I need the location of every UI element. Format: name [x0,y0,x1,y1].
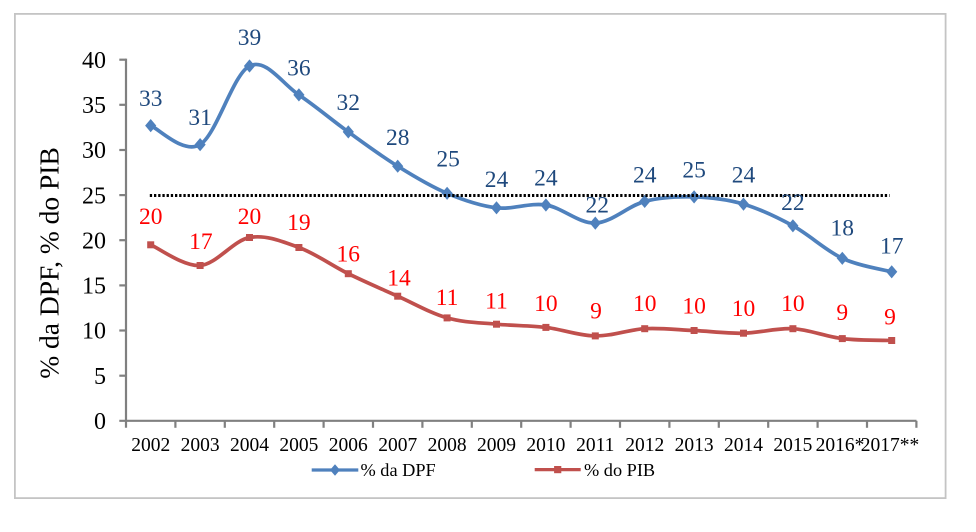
svg-text:19: 19 [287,210,311,236]
svg-text:2017**: 2017** [861,435,920,456]
svg-text:32: 32 [337,90,361,116]
svg-text:18: 18 [831,216,855,242]
svg-text:% da DPF: % da DPF [361,460,436,480]
svg-text:17: 17 [189,229,213,255]
svg-text:36: 36 [287,56,311,82]
svg-text:22: 22 [781,190,805,216]
svg-text:16: 16 [337,242,361,268]
svg-text:2007: 2007 [378,435,417,456]
svg-text:25: 25 [682,158,706,184]
svg-text:2006: 2006 [329,435,368,456]
svg-text:40: 40 [82,48,106,74]
svg-text:24: 24 [732,163,756,189]
svg-text:11: 11 [485,289,508,315]
svg-text:33: 33 [139,86,163,112]
svg-text:24: 24 [534,166,558,192]
svg-text:10: 10 [781,291,805,317]
svg-text:2005: 2005 [279,435,318,456]
svg-text:10: 10 [633,291,657,317]
svg-text:22: 22 [586,193,610,219]
svg-text:10: 10 [732,296,756,322]
svg-text:20: 20 [238,204,262,230]
svg-text:24: 24 [485,167,509,193]
svg-text:15: 15 [82,274,106,300]
svg-text:9: 9 [590,299,602,325]
svg-text:2012: 2012 [625,435,664,456]
svg-text:30: 30 [82,138,106,164]
svg-text:2011: 2011 [576,435,614,456]
svg-text:28: 28 [386,125,410,151]
svg-text:9: 9 [836,300,848,326]
svg-text:20: 20 [139,204,163,230]
svg-text:% da DPF, % do PIB: % da DPF, % do PIB [33,147,64,379]
svg-text:9: 9 [884,305,896,331]
svg-text:10: 10 [682,294,706,320]
svg-text:31: 31 [188,105,212,131]
svg-text:2002: 2002 [131,435,170,456]
svg-text:2013: 2013 [675,435,714,456]
svg-text:11: 11 [436,285,459,311]
svg-text:35: 35 [82,93,106,119]
svg-text:24: 24 [633,163,657,189]
svg-text:2003: 2003 [181,435,220,456]
svg-text:% do PIB: % do PIB [584,460,655,480]
svg-text:10: 10 [82,319,106,345]
svg-text:0: 0 [94,409,106,435]
svg-text:5: 5 [94,364,106,390]
svg-text:25: 25 [436,147,460,173]
svg-text:25: 25 [82,183,106,209]
svg-text:2015: 2015 [773,435,812,456]
svg-text:2010: 2010 [526,435,565,456]
svg-text:20: 20 [82,228,106,254]
svg-text:39: 39 [238,25,262,51]
svg-text:10: 10 [534,291,558,317]
svg-text:2004: 2004 [230,435,269,456]
svg-text:2014: 2014 [724,435,763,456]
svg-text:17: 17 [880,234,904,260]
svg-text:2016*: 2016* [816,435,865,456]
svg-text:2008: 2008 [428,435,467,456]
svg-text:14: 14 [387,266,411,292]
svg-text:2009: 2009 [477,435,516,456]
